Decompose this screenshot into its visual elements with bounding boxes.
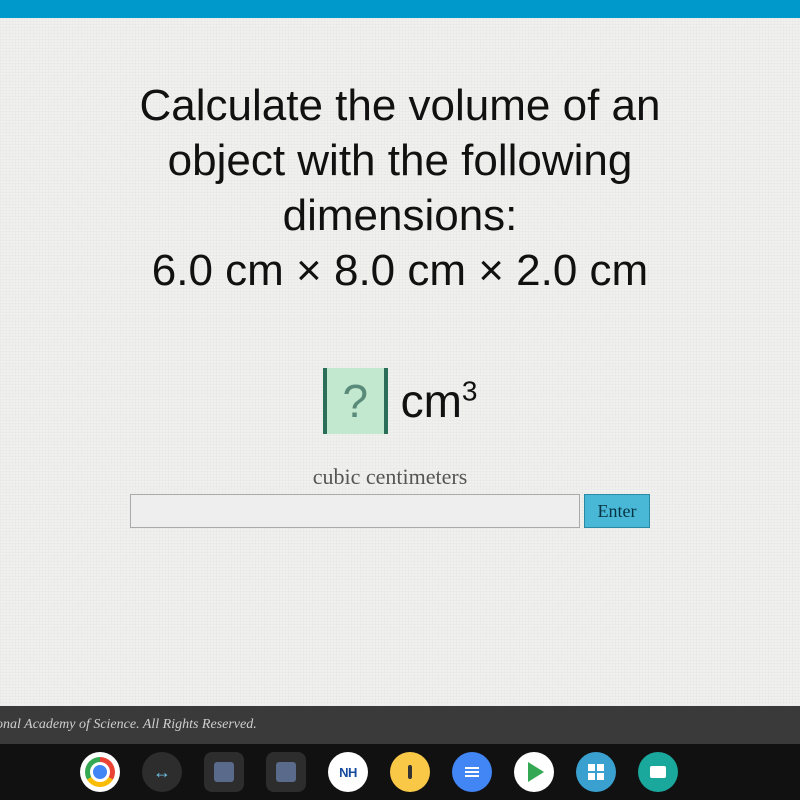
answer-input-block: cubic centimeters Enter bbox=[130, 464, 650, 528]
files-icon[interactable] bbox=[638, 752, 678, 792]
unit-exponent: 3 bbox=[462, 376, 478, 407]
question-line-1: Calculate the volume of an bbox=[140, 81, 661, 130]
question-line-3: dimensions: bbox=[283, 191, 518, 240]
taskbar: ↔ NH bbox=[0, 744, 800, 800]
answer-unit: cm3 bbox=[401, 375, 478, 427]
copyright-footer: onal Academy of Science. All Rights Rese… bbox=[0, 706, 800, 744]
answer-placeholder-text: ? bbox=[343, 375, 369, 427]
app1-icon[interactable] bbox=[204, 752, 244, 792]
window-title-bar bbox=[0, 0, 800, 18]
enter-button[interactable]: Enter bbox=[584, 494, 650, 528]
unit-base: cm bbox=[401, 375, 462, 427]
nh-icon[interactable]: NH bbox=[328, 752, 368, 792]
app2-icon[interactable] bbox=[266, 752, 306, 792]
notes-icon[interactable] bbox=[390, 752, 430, 792]
chrome-icon[interactable] bbox=[80, 752, 120, 792]
answer-input-row: Enter bbox=[130, 494, 650, 528]
copyright-text: onal Academy of Science. All Rights Rese… bbox=[0, 717, 257, 733]
play-store-icon[interactable] bbox=[514, 752, 554, 792]
grid-app-icon[interactable] bbox=[576, 752, 616, 792]
answer-placeholder-box[interactable]: ? bbox=[323, 368, 389, 434]
question-text: Calculate the volume of an object with t… bbox=[30, 78, 770, 298]
question-panel: Calculate the volume of an object with t… bbox=[0, 18, 800, 706]
arrows-icon[interactable]: ↔ bbox=[142, 752, 182, 792]
question-line-2: object with the following bbox=[168, 136, 633, 185]
docs-icon[interactable] bbox=[452, 752, 492, 792]
answer-display: ? cm3 bbox=[30, 368, 770, 434]
answer-input[interactable] bbox=[130, 494, 580, 528]
answer-input-label: cubic centimeters bbox=[130, 464, 650, 490]
question-line-4: 6.0 cm × 8.0 cm × 2.0 cm bbox=[152, 246, 648, 295]
